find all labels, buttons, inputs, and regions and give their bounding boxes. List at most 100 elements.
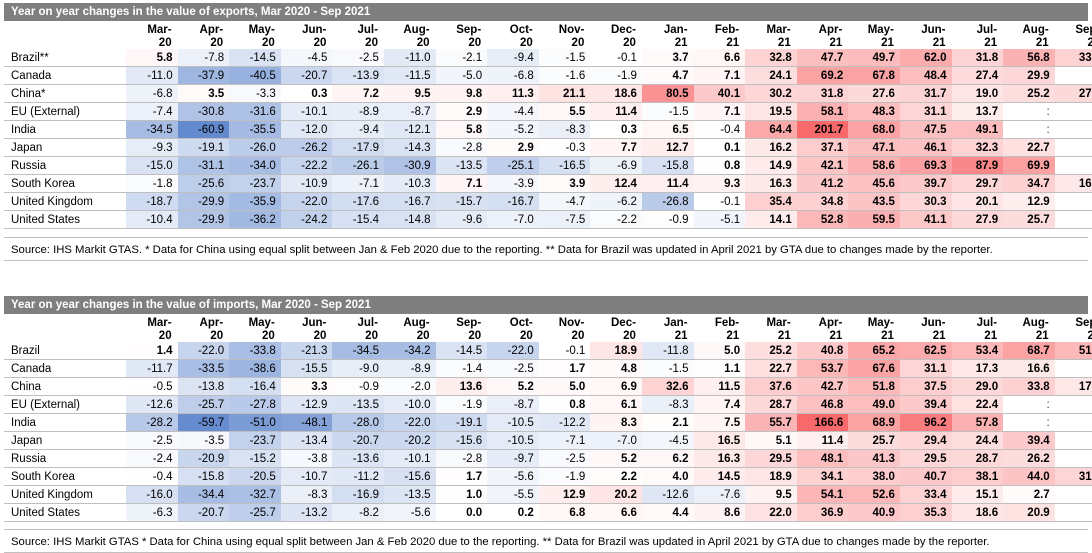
country-label: China xyxy=(4,377,126,396)
value-cell: 80.5 xyxy=(641,84,694,103)
value-cell: -1.9 xyxy=(590,66,642,85)
value-cell: 29.7 xyxy=(951,174,1004,193)
table-row: China* -6.8 3.5 -3.3 0.3 7.2 9.5 9.8 11.3 21.1 18.… xyxy=(4,84,1092,103)
month-header: May- 20 xyxy=(229,21,281,49)
value-cell: 29.5 xyxy=(899,449,952,468)
month-header-line: Jul- xyxy=(976,24,998,36)
value-cell: -14.5 xyxy=(435,342,488,360)
value-cell: -8.9 xyxy=(383,359,436,378)
month-header: Jul- 21 xyxy=(952,21,1004,49)
month-header: Apr- 21 xyxy=(797,314,849,342)
value-cell: : xyxy=(1054,102,1092,121)
value-cell: 41.1 xyxy=(899,210,952,229)
value-cell: 11.5 xyxy=(693,377,746,396)
value-cell: -2.5 xyxy=(487,359,539,378)
value-cell: -9.7 xyxy=(487,449,539,468)
month-header-line: 20 xyxy=(468,329,482,342)
value-cell: 14.5 xyxy=(693,467,746,486)
value-cell: 13.7 xyxy=(951,102,1004,121)
value-cell: -1.5 xyxy=(641,102,694,121)
value-cell: -4.7 xyxy=(538,192,591,211)
value-cell: -2.8 xyxy=(435,138,488,157)
month-header: Sep-21 xyxy=(1055,314,1092,342)
value-cell: 166.6 xyxy=(796,413,849,432)
value-cell: 28.7 xyxy=(745,395,797,414)
value-cell: 12.9 xyxy=(538,485,591,504)
value-cell: 0.1 xyxy=(693,138,746,157)
month-header-line: Apr- xyxy=(199,24,224,36)
table-row: India -34.5 -60.9 -35.5 -12.0 -9.4 -12.1 5.8 -5.… xyxy=(4,120,1092,139)
value-cell: 22.7 xyxy=(745,359,797,378)
month-header-line: 21 xyxy=(984,329,998,342)
month-header-line: Jun- xyxy=(302,317,327,329)
value-cell: -15.0 xyxy=(126,156,178,175)
value-cell: 43.5 xyxy=(848,192,900,211)
value-cell: : xyxy=(1003,413,1055,432)
month-header-line: Oct- xyxy=(509,317,533,329)
value-cell: 22.4 xyxy=(951,395,1004,414)
value-cell: 34.1 xyxy=(796,467,849,486)
month-header-line: Apr- xyxy=(199,317,224,329)
value-cell: 32.8 xyxy=(745,49,797,67)
value-cell: 14.1 xyxy=(745,210,797,229)
value-cell: -8.9 xyxy=(332,102,384,121)
country-label: Canada xyxy=(4,66,126,85)
value-cell: 0.2 xyxy=(487,503,539,522)
value-cell: 30.3 xyxy=(899,192,952,211)
table-row: Brazil** 5.8 -7.8 -14.5 -4.5 -2.5 -11.0 -2.1 -9.… xyxy=(4,49,1092,67)
value-cell: -4.5 xyxy=(280,49,333,67)
value-cell: 2.2 xyxy=(590,467,642,486)
month-header-line: 20 xyxy=(365,36,378,49)
value-cell: -8.3 xyxy=(641,395,694,414)
value-cell: 5.2 xyxy=(590,449,642,468)
value-cell: 29.5 xyxy=(745,449,797,468)
value-cell: 3.5 xyxy=(177,84,230,103)
value-cell: -17.6 xyxy=(332,192,384,211)
value-cell: 12.9 xyxy=(1003,192,1055,211)
value-cell: 6.2 xyxy=(641,449,694,468)
month-header: Jul- 21 xyxy=(952,314,1004,342)
month-header-line: Aug- xyxy=(1022,317,1049,329)
value-cell: 55.7 xyxy=(745,413,797,432)
value-cell: -22.0 xyxy=(177,342,230,360)
value-cell: 46.1 xyxy=(899,138,952,157)
value-cell: -7.4 xyxy=(126,102,178,121)
value-cell: -15.4 xyxy=(332,210,384,229)
value-cell: 2.9 xyxy=(487,138,539,157)
value-cell: -7.0 xyxy=(590,431,642,450)
month-header-line: May- xyxy=(867,317,894,329)
value-cell: -1.9 xyxy=(538,467,591,486)
value-cell: 33.8 xyxy=(1003,377,1055,396)
value-cell: -11.7 xyxy=(126,359,178,378)
value-cell: -59.7 xyxy=(177,413,230,432)
month-header-line: 20 xyxy=(261,36,275,49)
value-cell: 12.4 xyxy=(590,174,642,193)
value-cell: 46.8 xyxy=(796,395,849,414)
value-cell: 31.0 xyxy=(1054,467,1092,486)
month-header: Nov- 20 xyxy=(539,21,591,49)
value-cell: -12.9 xyxy=(280,395,333,414)
value-cell: -0.9 xyxy=(332,377,384,396)
month-header: Apr- 20 xyxy=(178,314,230,342)
value-cell: -5.2 xyxy=(487,120,539,139)
value-cell: 53.4 xyxy=(951,342,1004,360)
value-cell: -18.7 xyxy=(126,192,178,211)
value-cell: 5.2 xyxy=(487,377,539,396)
month-header: May- 20 xyxy=(229,314,281,342)
month-header-line: May- xyxy=(248,317,275,329)
exports-title: Year on year changes in the value of exp… xyxy=(4,3,1088,21)
value-cell: 37.5 xyxy=(899,377,952,396)
table-row: Canada -11.0 -37.9 -40.5 -20.7 -13.9 -11.5 -5.0… xyxy=(4,66,1092,85)
value-cell: : xyxy=(1054,138,1092,157)
value-cell: 7.5 xyxy=(693,413,746,432)
country-label: South Korea xyxy=(4,467,126,486)
value-cell: -0.1 xyxy=(538,342,591,360)
value-cell: -35.5 xyxy=(229,120,281,139)
country-label: United Kingdom xyxy=(4,485,126,504)
value-cell: 24.4 xyxy=(951,431,1004,450)
value-cell: -7.0 xyxy=(487,210,539,229)
value-cell: 5.5 xyxy=(538,102,591,121)
month-header-line: Jan- xyxy=(663,24,688,36)
value-cell: : xyxy=(1054,485,1092,504)
value-cell: 39.4 xyxy=(899,395,952,414)
